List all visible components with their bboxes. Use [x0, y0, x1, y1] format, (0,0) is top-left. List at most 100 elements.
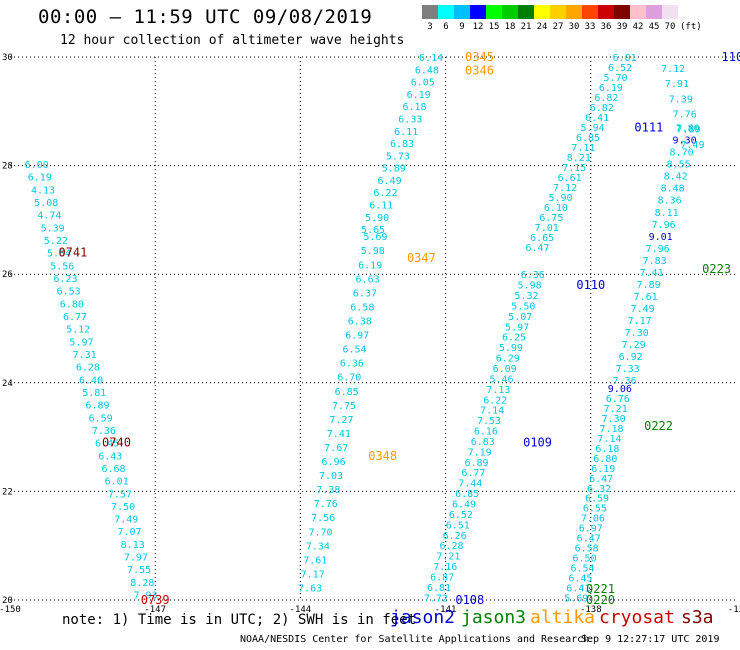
swh-value: 5.99 — [499, 343, 523, 354]
colorbar-label: 33 — [584, 22, 596, 32]
swh-value: 5.50 — [511, 301, 535, 312]
swh-value: 5.98 — [518, 281, 542, 292]
swh-value: 6.58 — [575, 544, 599, 555]
colorbar-label: 70 — [664, 22, 676, 32]
swh-value: 7.76 — [314, 499, 338, 510]
swh-value: 6.11 — [394, 127, 418, 138]
colorbar-label: 30 — [568, 22, 580, 32]
swh-value: 6.19 — [358, 260, 382, 271]
swh-value: 6.47 — [577, 534, 601, 545]
swh-value: 6.37 — [353, 288, 377, 299]
swh-value: 9.06 — [608, 384, 632, 395]
swh-value: 7.91 — [665, 79, 689, 90]
swh-value: 6.59 — [585, 494, 609, 505]
swh-value: 6.00 — [25, 160, 49, 171]
swh-value: 6.70 — [337, 373, 361, 384]
swh-value: 7.14 — [480, 406, 504, 417]
swh-value: 5.69 — [564, 593, 588, 604]
swh-value: 7.49 — [114, 515, 138, 526]
swh-value: 6.47 — [589, 474, 613, 485]
swh-value: 6.29 — [496, 354, 520, 365]
swh-value: 6.53 — [57, 287, 81, 298]
swh-value: 7.50 — [111, 502, 135, 513]
swh-value: 7.17 — [301, 569, 325, 580]
swh-value: 6.41 — [585, 113, 609, 124]
swh-value: 7.61 — [303, 555, 327, 566]
swh-value: 8.55 — [667, 160, 691, 171]
colorbar-swatch — [614, 5, 630, 19]
swh-value: 7.70 — [308, 527, 332, 538]
colorbar-label: 45 — [648, 22, 660, 32]
swh-value: 7.03 — [319, 471, 343, 482]
swh-value: 6.81 — [427, 583, 451, 594]
swh-value: 7.33 — [616, 364, 640, 375]
lon-tick-label: -144 — [290, 605, 312, 615]
swh-value: 7.61 — [634, 292, 658, 303]
swh-value: 6.48 — [415, 65, 439, 76]
swh-value: 6.28 — [76, 363, 100, 374]
swh-value: 6.19 — [591, 464, 615, 475]
swh-value: 6.22 — [483, 395, 507, 406]
swh-value: 6.97 — [345, 331, 369, 342]
swh-value: 7.18 — [599, 424, 623, 435]
swh-value: 7.30 — [625, 328, 649, 339]
colorbar-swatch — [486, 5, 502, 19]
swh-value: 6.83 — [390, 139, 414, 150]
colorbar-label: 21 — [520, 22, 532, 32]
swh-value: 8.28 — [130, 578, 154, 589]
swh-value: 6.45 — [95, 439, 119, 450]
legend-s3a: s3a — [681, 607, 714, 628]
swh-value: 6.68 — [101, 464, 125, 475]
colorbar-label: 42 — [632, 22, 644, 32]
swh-value: 5.69 — [363, 232, 387, 243]
swh-value: 7.19 — [468, 447, 492, 458]
colorbar-swatch — [598, 5, 614, 19]
swh-value: 7.53 — [477, 416, 501, 427]
pass-time-label: 1106 — [722, 50, 740, 64]
swh-value: 5.89 — [382, 164, 406, 175]
swh-value: 5.97 — [505, 322, 529, 333]
swh-value: 5.73 — [386, 151, 410, 162]
swh-value: 6.50 — [573, 553, 597, 564]
swh-value: 6.38 — [348, 317, 372, 328]
swh-value: 6.18 — [402, 102, 426, 113]
lon-tick-label: -147 — [144, 605, 166, 615]
swh-value: 6.49 — [378, 176, 402, 187]
swh-value: 6.01 — [613, 53, 637, 64]
colorbar-swatch — [630, 5, 646, 19]
swh-value: 7.36 — [92, 426, 116, 437]
swh-value: 6.61 — [558, 173, 582, 184]
swh-value: 6.28 — [439, 541, 463, 552]
colorbar-label: 24 — [536, 22, 548, 32]
swh-value: 5.90 — [365, 213, 389, 224]
swh-value: 7.75 — [332, 401, 356, 412]
swh-value: 5.97 — [69, 337, 93, 348]
swh-value: 7.11 — [571, 143, 595, 154]
swh-value: 7.76 — [673, 109, 697, 120]
lon-tick-label: -13 — [728, 605, 740, 615]
swh-value: 6.32 — [587, 484, 611, 495]
swh-value: 7.38 — [316, 485, 340, 496]
swh-value: 7.89 — [677, 125, 701, 136]
swh-value: 7.14 — [597, 434, 621, 445]
lat-tick-label: 26 — [2, 270, 13, 280]
colorbar-label: 3 — [427, 22, 433, 32]
swh-value: 5.39 — [41, 223, 65, 234]
swh-value: 7.49 — [680, 140, 704, 151]
swh-value: 8.42 — [664, 172, 688, 183]
colorbar-swatch — [454, 5, 470, 19]
swh-value: 7.96 — [652, 220, 676, 231]
swh-value: 6.92 — [619, 352, 643, 363]
swh-value: 7.80 — [676, 124, 700, 135]
swh-value: 6.45 — [568, 573, 592, 584]
colorbar-swatch — [470, 5, 486, 19]
swh-value: 5.70 — [603, 73, 627, 84]
swh-value: 7.13 — [486, 385, 510, 396]
colorbar-swatch — [422, 5, 438, 19]
swh-value: 6.52 — [608, 63, 632, 74]
swh-value: 6.52 — [449, 510, 473, 521]
swh-value: 6.87 — [430, 572, 454, 583]
pass-time-label: 0347 — [407, 251, 436, 265]
swh-value: 7.39 — [669, 94, 693, 105]
